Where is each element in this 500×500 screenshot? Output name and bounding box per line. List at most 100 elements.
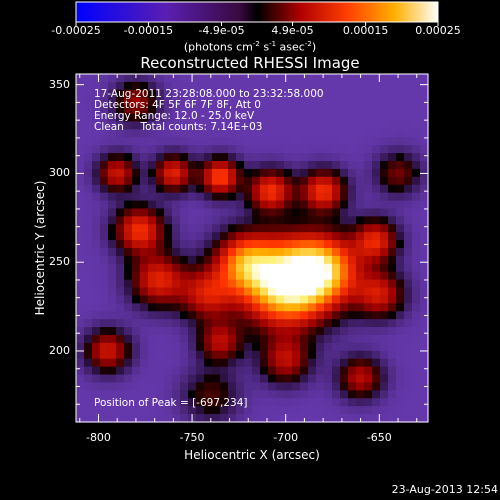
heatmap-cell [396,303,405,312]
heatmap-cell [412,319,421,328]
heatmap-cell [332,74,341,83]
heatmap-cell [260,74,269,83]
heatmap-cell [420,192,429,202]
heatmap-cell [188,137,197,146]
heatmap-cell [236,342,245,352]
heatmap-cell [132,358,141,368]
heatmap-cell [76,240,85,249]
heatmap-cell [364,311,373,320]
heatmap-cell [380,81,389,91]
heatmap-cell [244,192,253,202]
heatmap-cell [364,303,373,312]
heatmap-cell [84,311,93,320]
heatmap-cell [364,184,373,194]
heatmap-cell [84,335,93,344]
heatmap-cell [84,153,93,162]
heatmap-cell [124,161,133,170]
heatmap-cell [332,81,341,91]
heatmap-cell [364,406,373,415]
heatmap-cell [140,366,149,376]
heatmap-cell [116,406,125,415]
heatmap-cell [108,263,117,273]
heatmap-cell [380,311,389,320]
heatmap-cell [364,232,373,241]
heatmap-cell [100,255,109,265]
heatmap-cell [412,161,421,170]
heatmap-cell [420,74,429,83]
heatmap-cell [324,327,333,336]
heatmap-cell [412,224,421,233]
heatmap-cell [268,327,277,336]
heatmap-cell [116,200,125,210]
heatmap-cell [180,248,189,257]
heatmap-cell [308,255,317,265]
heatmap-cell [148,327,157,336]
heatmap-cell [268,319,277,328]
heatmap-cell [324,366,333,376]
heatmap-cell [204,311,213,320]
heatmap-cell [140,224,149,233]
heatmap-cell [204,327,213,336]
heatmap-cell [380,192,389,202]
heatmap-cell [196,97,205,107]
heatmap-cell [404,342,413,352]
heatmap-cell [284,192,293,202]
heatmap-cell [396,366,405,376]
heatmap-cell [284,216,293,225]
heatmap-cell [116,89,125,99]
heatmap-cell [260,382,269,391]
heatmap-cell [380,342,389,352]
heatmap-cell [276,129,285,138]
heatmap-cell [196,89,205,99]
heatmap-cell [92,311,101,320]
heatmap-cell [204,335,213,344]
heatmap-cell [180,319,189,328]
heatmap-cell [324,342,333,352]
heatmap-cell [396,137,405,146]
heatmap-cell [284,406,293,415]
heatmap-cell [212,145,221,154]
heatmap-cell [348,121,357,130]
heatmap-cell [276,374,285,384]
heatmap-cell [76,406,85,415]
heatmap-cell [196,129,205,138]
heatmap-cell [292,263,301,273]
heatmap-cell [292,303,301,312]
heatmap-cell [308,240,317,249]
heatmap-cell [260,192,269,202]
heatmap-cell [284,263,293,273]
heatmap-cell [412,153,421,162]
heatmap-cell [396,406,405,415]
heatmap-cell [116,129,125,138]
heatmap-cell [380,161,389,170]
heatmap-cell [372,137,381,146]
heatmap-cell [244,374,253,384]
footer-timestamp: 23-Aug-2013 12:54 [391,483,498,496]
heatmap-cell [236,374,245,384]
heatmap-cell [252,81,261,91]
heatmap-cell [260,200,269,210]
heatmap-cell [228,89,237,99]
heatmap-cell [100,319,109,328]
heatmap-cell [252,113,261,123]
heatmap-cell [332,271,341,281]
heatmap-cell [228,406,237,415]
heatmap-cell [244,255,253,265]
heatmap-cell [180,374,189,384]
y-tick-label: 200 [49,343,70,357]
heatmap-cell [284,74,293,83]
heatmap-cell [380,184,389,194]
heatmap-cell [100,311,109,320]
heatmap-cell [356,350,365,360]
heatmap-cell [356,168,365,178]
heatmap-cell [300,81,309,91]
heatmap-cell [396,342,405,352]
heatmap-cell [204,279,213,289]
heatmap-cell [132,89,141,99]
heatmap-cell [116,81,125,91]
heatmap-cell [364,327,373,336]
heatmap-cell [148,350,157,360]
heatmap-cell [268,398,277,407]
heatmap-cell [156,398,165,407]
heatmap-cell [76,200,85,210]
